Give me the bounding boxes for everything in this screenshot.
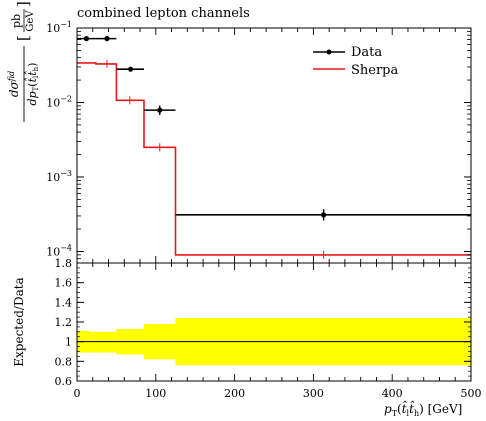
svg-text:pT(t̂lt̂h) [GeV]: pT(t̂lt̂h) [GeV] — [384, 399, 462, 418]
ratio-y-tick-label: 1 — [65, 336, 72, 349]
x-tick-label: 400 — [382, 387, 403, 400]
svg-text:]: ] — [14, 1, 32, 7]
data-point-marker — [127, 66, 134, 72]
x-tick-label: 200 — [224, 387, 245, 400]
ratio-y-tick-label: 1.8 — [55, 257, 73, 270]
data-point-marker — [157, 107, 163, 113]
ratio-y-tick-label: 0.6 — [55, 375, 73, 388]
x-axis-label: pT(t̂lt̂h) [GeV] — [384, 399, 462, 418]
sherpa-histogram-line — [77, 62, 471, 256]
y-tick-label: 10−2 — [46, 94, 72, 109]
x-tick-label: 500 — [461, 387, 482, 400]
x-tick-label: 300 — [303, 387, 324, 400]
ratio-y-tick-label: 1.6 — [55, 277, 73, 290]
legend: Data Sherpa — [313, 45, 399, 78]
svg-text:[: [ — [14, 35, 32, 41]
data-point — [77, 36, 96, 42]
data-point — [116, 66, 144, 72]
legend-entry-sherpa: Sherpa — [313, 63, 399, 78]
data-point-marker — [83, 36, 90, 42]
data-point — [95, 36, 117, 42]
ratio-y-tick-label: 0.8 — [55, 355, 73, 368]
svg-text:pb: pb — [10, 14, 23, 28]
data-point-marker — [321, 212, 327, 218]
main-y-axis-label: dσfid dpT(t̂lt̂h) [ pb GeV ] — [7, 1, 40, 122]
ratio-y-axis-label: Expected/Data — [12, 277, 26, 366]
svg-text:dpT(t̂lt̂h): dpT(t̂lt̂h) — [25, 63, 40, 106]
legend-data-marker — [326, 49, 332, 55]
x-tick-label: 0 — [74, 387, 81, 400]
y-tick-label: 10−3 — [46, 169, 72, 184]
legend-entry-data: Data — [313, 45, 382, 60]
legend-sherpa-label: Sherpa — [351, 63, 399, 78]
main-plot-frame — [76, 27, 472, 264]
y-tick-label: 10−4 — [46, 243, 72, 258]
ratio-panel: 0.6 0.8 1 1.2 1.4 1.6 1.8 0 100 200 300 400 500 Expe… — [12, 257, 482, 418]
data-point — [143, 105, 176, 115]
data-point-marker — [104, 36, 110, 42]
ratio-y-tick-label: 1.4 — [55, 296, 73, 309]
svg-text:GeV: GeV — [25, 10, 36, 32]
y-tick-label: 10−1 — [46, 20, 72, 35]
svg-text:dσfid: dσfid — [7, 71, 21, 97]
legend-data-label: Data — [351, 45, 382, 60]
ratio-y-tick-label: 1.2 — [55, 316, 73, 329]
chart-title: combined lepton channels — [77, 6, 250, 21]
data-point — [175, 209, 471, 221]
x-tick-label: 100 — [145, 387, 166, 400]
main-panel: 10−4 10−3 10−2 10−1 dσfid dpT(t̂lt̂h) [ pb … — [7, 1, 472, 264]
